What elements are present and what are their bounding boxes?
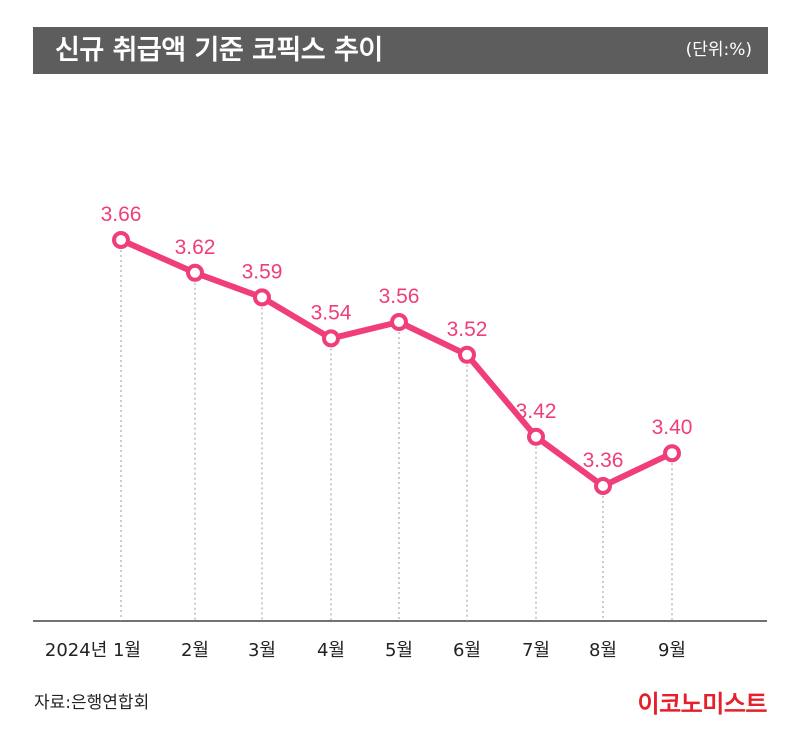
source-note: 자료:은행연합회 [34,693,150,713]
data-label: 3.42 [516,400,557,423]
x-tick-label: 3월 [248,640,276,661]
title-bar: 신규 취급액 기준 코픽스 추이 (단위:%) [33,27,768,74]
publisher-logo: 이코노미스트 [637,690,768,718]
data-point [253,288,271,307]
data-point [663,444,681,463]
data-label: 3.52 [447,318,488,341]
data-point [112,231,130,249]
x-tick-label: 8월 [589,640,617,661]
x-tick-label: 5월 [385,640,413,661]
data-point [527,427,545,446]
x-tick-label: 7월 [522,640,550,661]
x-tick-label: 2월 [181,640,209,661]
data-label: 3.40 [652,416,693,439]
unit-label: (단위:%) [685,40,752,60]
data-label: 3.54 [311,301,352,324]
data-point [186,263,204,282]
x-tick-label: 9월 [658,640,686,661]
data-point [322,329,340,348]
x-tick-label: 2024년 1월 [45,640,141,661]
x-tick-label: 6월 [453,640,481,661]
chart-title: 신규 취급액 기준 코픽스 추이 [55,35,383,66]
data-label: 3.56 [379,285,420,308]
data-label: 3.66 [101,203,142,226]
data-point [594,477,612,495]
data-label: 3.36 [583,449,624,472]
x-tick-label: 4월 [317,640,345,661]
data-label: 3.62 [175,236,216,259]
data-point [458,345,476,364]
data-point [390,313,408,331]
data-label: 3.59 [242,260,283,283]
